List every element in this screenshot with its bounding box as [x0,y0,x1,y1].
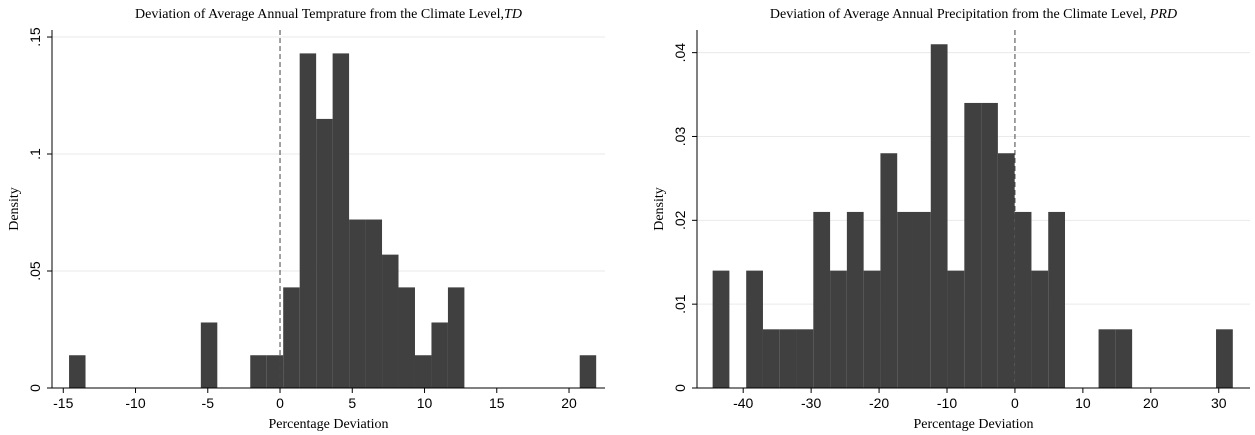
title-italic: TD [504,7,522,22]
x-tick-label: 20 [561,395,577,411]
x-tick-label: 10 [1075,395,1091,411]
bar [414,355,432,388]
x-tick-label: -20 [869,395,889,411]
bar [398,287,415,388]
bar [930,44,948,388]
x-axis-title: Percentage Deviation [913,417,1033,432]
x-tick-label: 15 [489,395,505,411]
bar [880,153,898,388]
bar [846,211,864,388]
bar [1098,329,1116,388]
x-tick-label: -10 [125,395,145,411]
x-axis-title: Percentage Deviation [268,417,388,432]
bar [863,270,881,388]
bar [897,211,914,388]
y-axis-title: Density [652,187,667,231]
x-tick-label: -10 [937,395,957,411]
x-tick-label: -15 [53,395,73,411]
bar [762,329,780,388]
bar [1048,211,1066,388]
bar [913,211,931,388]
y-tick-label: .1 [27,148,43,160]
x-tick-label: 5 [348,395,356,411]
title-text: Deviation of Average Annual Temprature f… [135,7,504,22]
bar [266,355,284,388]
bar [746,270,763,388]
x-tick-label: -30 [801,395,821,411]
bar [1014,211,1032,388]
bar [1115,329,1133,388]
y-tick-label: .03 [672,127,688,147]
bar [349,219,366,388]
bar [712,270,730,388]
bar [299,53,317,389]
bar [947,270,965,388]
bar [382,254,399,388]
bar [830,270,847,388]
bar [250,355,267,388]
title-italic: PRD [1149,7,1177,22]
y-tick-label: .01 [672,294,688,314]
chart-title: Deviation of Average Annual Precipitatio… [770,7,1177,22]
y-axis-title: Density [7,187,22,231]
y-tick-label: 0 [672,384,688,392]
bar [365,219,383,388]
bar [316,118,333,388]
bar [69,355,86,388]
x-tick-label: 20 [1143,395,1159,411]
y-tick-label: .02 [672,210,688,230]
bar [200,322,218,388]
y-tick-label: 0 [27,384,43,392]
chart-title: Deviation of Average Annual Temprature f… [135,7,522,22]
bar [283,287,300,388]
bar [579,355,597,388]
bar [779,329,797,388]
x-tick-label: 30 [1211,395,1227,411]
y-tick-label: .04 [672,43,688,63]
title-text: Deviation of Average Annual Precipitatio… [770,7,1150,22]
bar [447,287,465,388]
x-tick-label: 0 [1011,395,1019,411]
bar [981,102,998,388]
bar [813,211,831,388]
bar [1216,329,1233,388]
y-tick-label: .15 [27,27,43,47]
x-tick-label: -5 [202,395,215,411]
x-tick-label: 10 [417,395,433,411]
bar [431,322,448,388]
x-tick-label: -40 [733,395,753,411]
bar [332,53,350,389]
y-tick-label: .05 [27,261,43,281]
bar [1031,270,1049,388]
bar [796,329,814,388]
x-tick-label: 0 [276,395,284,411]
bar [964,102,982,388]
bar [997,153,1015,388]
